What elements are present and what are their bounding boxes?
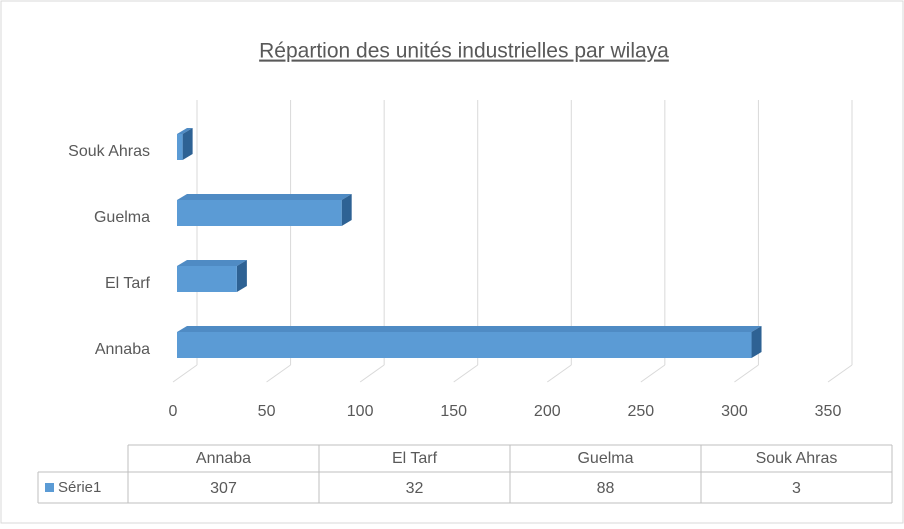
floor-line — [546, 364, 572, 383]
table-value: 88 — [597, 480, 615, 497]
floor-line — [359, 364, 385, 383]
bar — [177, 332, 752, 358]
legend-label: Série1 — [58, 479, 101, 496]
legend-swatch — [45, 483, 54, 492]
x-tick-label: 150 — [440, 403, 467, 420]
table-header: Annaba — [196, 450, 251, 467]
x-tick-label: 200 — [534, 403, 561, 420]
bar — [177, 134, 183, 160]
bar-top — [177, 260, 247, 266]
x-tick-label: 250 — [628, 403, 655, 420]
bar-side — [341, 194, 352, 226]
table-header: Guelma — [577, 450, 633, 467]
y-tick-label: Guelma — [94, 209, 150, 226]
table-header: El Tarf — [392, 450, 438, 467]
x-tick-label: 350 — [815, 403, 842, 420]
x-tick-label: 0 — [169, 403, 178, 420]
table-value: 3 — [792, 480, 801, 497]
y-tick-label: Annaba — [95, 341, 150, 358]
bar — [177, 200, 342, 226]
floor-line — [734, 364, 759, 383]
y-tick-label: Souk Ahras — [68, 143, 150, 160]
bar-top — [177, 326, 762, 332]
floor-line — [453, 364, 479, 383]
bar-top — [177, 194, 352, 200]
table-value: 307 — [210, 480, 237, 497]
floor-line — [266, 364, 291, 383]
bar-top — [177, 128, 193, 134]
x-tick-label: 300 — [721, 403, 748, 420]
table-header: Souk Ahras — [756, 450, 838, 467]
bar-side — [182, 128, 193, 160]
floor-line — [640, 364, 666, 383]
table-value: 32 — [406, 480, 424, 497]
floor-line — [827, 364, 853, 383]
bar — [177, 266, 237, 292]
x-tick-label: 100 — [347, 403, 374, 420]
x-tick-label: 50 — [258, 403, 276, 420]
bar-side — [236, 260, 247, 292]
bar-side — [751, 326, 762, 358]
y-tick-label: El Tarf — [105, 275, 151, 292]
chart-title: Répartion des unités industrielles par w… — [259, 40, 669, 63]
floor-line — [172, 364, 198, 383]
